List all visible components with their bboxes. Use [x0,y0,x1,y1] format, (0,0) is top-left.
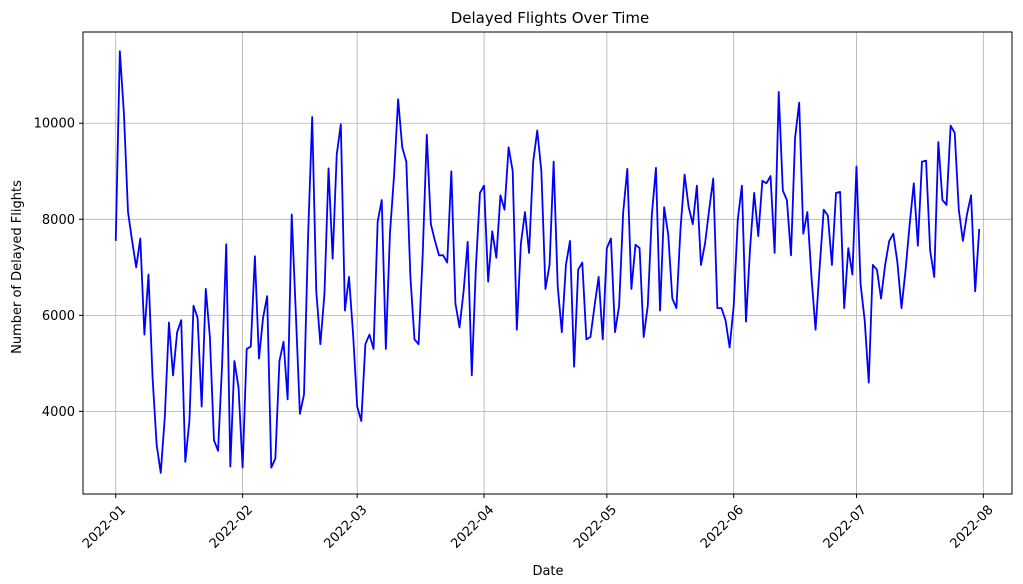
y-axis-label: Number of Delayed Flights [10,180,25,354]
series-layer [114,50,981,474]
y-tick-label: 6000 [42,309,75,324]
x-axis-label: Date [532,564,563,579]
y-tick-label: 8000 [42,213,75,228]
chart-title: Delayed Flights Over Time [451,9,650,27]
series-line [114,50,981,474]
y-tick-label: 10000 [34,117,75,132]
plot-frame [82,31,1013,495]
y-tick-label: 4000 [42,405,75,420]
